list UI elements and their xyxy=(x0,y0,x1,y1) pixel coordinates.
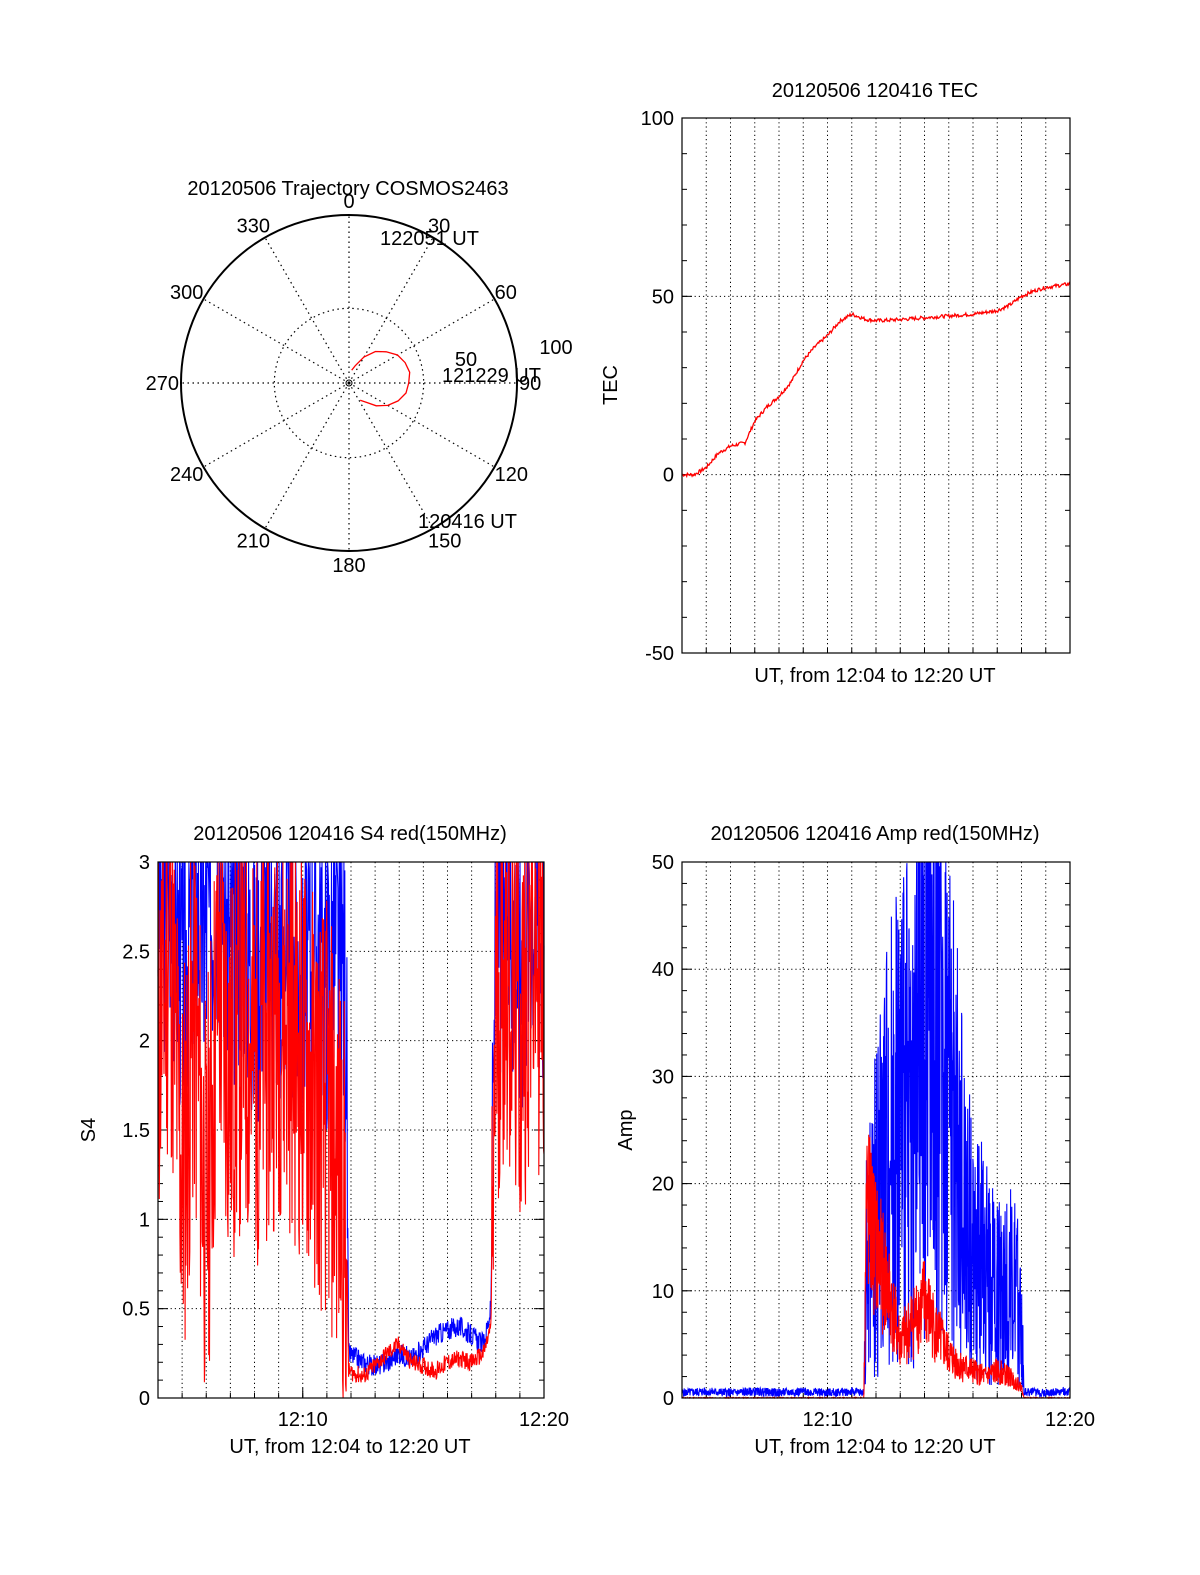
polar-spoke xyxy=(203,382,350,468)
polar-radial-label: 100 xyxy=(539,337,572,359)
polar-angle-label: 90 xyxy=(519,373,541,395)
s4-chart: 20120506 120416 S4 red(150MHz) 0 0.5 1 1.5 2… xyxy=(78,823,569,1458)
polar-spoke xyxy=(203,298,350,384)
s4-y-label: S4 xyxy=(78,1118,100,1142)
polar-spoke xyxy=(348,237,434,384)
polar-angle-label: 330 xyxy=(237,215,270,237)
y-tick-label: 20 xyxy=(652,1174,674,1196)
tec-chart: 20120506 120416 TEC -50 0 50 100 UT, from 1… xyxy=(600,80,1071,687)
polar-angle-label: 150 xyxy=(428,531,461,553)
y-tick-label: 0 xyxy=(139,1388,150,1410)
polar-spoke xyxy=(348,298,495,384)
amp-x-tick-labels: 12:10 12:20 xyxy=(802,1409,1095,1431)
x-tick-label: 12:20 xyxy=(1045,1409,1095,1431)
y-tick-label: 40 xyxy=(652,959,674,981)
s4-title: 20120506 120416 S4 red(150MHz) xyxy=(193,823,507,845)
tec-x-label: UT, from 12:04 to 12:20 UT xyxy=(754,665,995,687)
polar-angle-label: 30 xyxy=(428,215,450,237)
tec-y-label: TEC xyxy=(600,365,622,405)
y-tick-label: 1.5 xyxy=(122,1120,150,1142)
trajectory-time-label-start: 122051 UT xyxy=(380,228,479,250)
x-tick-label: 12:10 xyxy=(278,1409,328,1431)
y-tick-label: 100 xyxy=(641,108,674,130)
s4-plot-frame xyxy=(157,861,545,1399)
y-tick-label: 0 xyxy=(663,465,674,487)
x-tick-label: 12:10 xyxy=(802,1409,852,1431)
polar-radial-label: 50 xyxy=(455,349,477,371)
s4-y-tick-labels: 0 0.5 1 1.5 2 2.5 3 xyxy=(122,852,150,1410)
amp-title: 20120506 120416 Amp red(150MHz) xyxy=(710,823,1039,845)
s4-x-tick-labels: 12:10 12:20 xyxy=(278,1409,569,1431)
polar-center-marker xyxy=(345,379,353,387)
y-tick-label: 30 xyxy=(652,1066,674,1088)
y-tick-label: -50 xyxy=(645,643,674,665)
polar-spoke xyxy=(348,382,495,468)
polar-angle-label: 210 xyxy=(237,531,270,553)
polar-angle-label: 120 xyxy=(495,464,528,486)
y-tick-label: 0.5 xyxy=(122,1299,150,1321)
y-tick-label: 3 xyxy=(139,852,150,874)
polar-spoke xyxy=(264,382,350,529)
polar-angle-label: 60 xyxy=(495,282,517,304)
polar-spoke xyxy=(348,382,434,529)
polar-title: 20120506 Trajectory COSMOS2463 xyxy=(187,178,508,200)
tec-series-line xyxy=(681,281,1071,479)
tec-y-tick-labels: -50 0 50 100 xyxy=(641,108,674,665)
y-tick-label: 0 xyxy=(663,1388,674,1410)
amp-chart: 20120506 120416 Amp red(150MHz) 0 10 20 30 4… xyxy=(615,823,1095,1458)
trajectory-line xyxy=(351,350,411,407)
polar-angle-label: 240 xyxy=(170,464,203,486)
y-tick-label: 50 xyxy=(652,852,674,874)
tec-title: 20120506 120416 TEC xyxy=(772,80,978,102)
tec-grid xyxy=(681,117,1071,654)
s4-x-label: UT, from 12:04 to 12:20 UT xyxy=(229,1436,470,1458)
trajectory-time-label-mid: 121229 UT xyxy=(442,365,541,387)
polar-spoke xyxy=(264,237,350,384)
polar-angle-label: 300 xyxy=(170,282,203,304)
s4-series-red xyxy=(157,861,545,1399)
trajectory-time-label-end: 120416 UT xyxy=(418,511,517,533)
tec-plot-frame xyxy=(681,117,1071,654)
y-tick-label: 2 xyxy=(139,1031,150,1053)
y-tick-label: 50 xyxy=(652,286,674,308)
polar-angle-label: 270 xyxy=(146,373,179,395)
y-tick-label: 2.5 xyxy=(122,941,150,963)
polar-radial-labels: 50 100 xyxy=(455,337,573,371)
polar-trajectory-chart: 20120506 Trajectory COSMOS2463 030609012… xyxy=(146,178,573,577)
amp-x-label: UT, from 12:04 to 12:20 UT xyxy=(754,1436,995,1458)
polar-outer-circle xyxy=(180,214,518,552)
polar-angle-label: 0 xyxy=(343,191,354,213)
amp-y-tick-labels: 0 10 20 30 40 50 xyxy=(652,852,674,1410)
polar-angle-label: 180 xyxy=(332,555,365,577)
amp-y-label: Amp xyxy=(615,1109,637,1150)
polar-grid xyxy=(180,214,518,552)
y-tick-label: 1 xyxy=(139,1209,150,1231)
x-tick-label: 12:20 xyxy=(519,1409,569,1431)
amp-plot-frame xyxy=(681,861,1071,1399)
y-tick-label: 10 xyxy=(652,1281,674,1303)
polar-angle-labels: 0 30 60 90 120 150 180 210 240 270 300 330 xyxy=(146,191,542,577)
polar-inner-circle xyxy=(273,307,425,459)
